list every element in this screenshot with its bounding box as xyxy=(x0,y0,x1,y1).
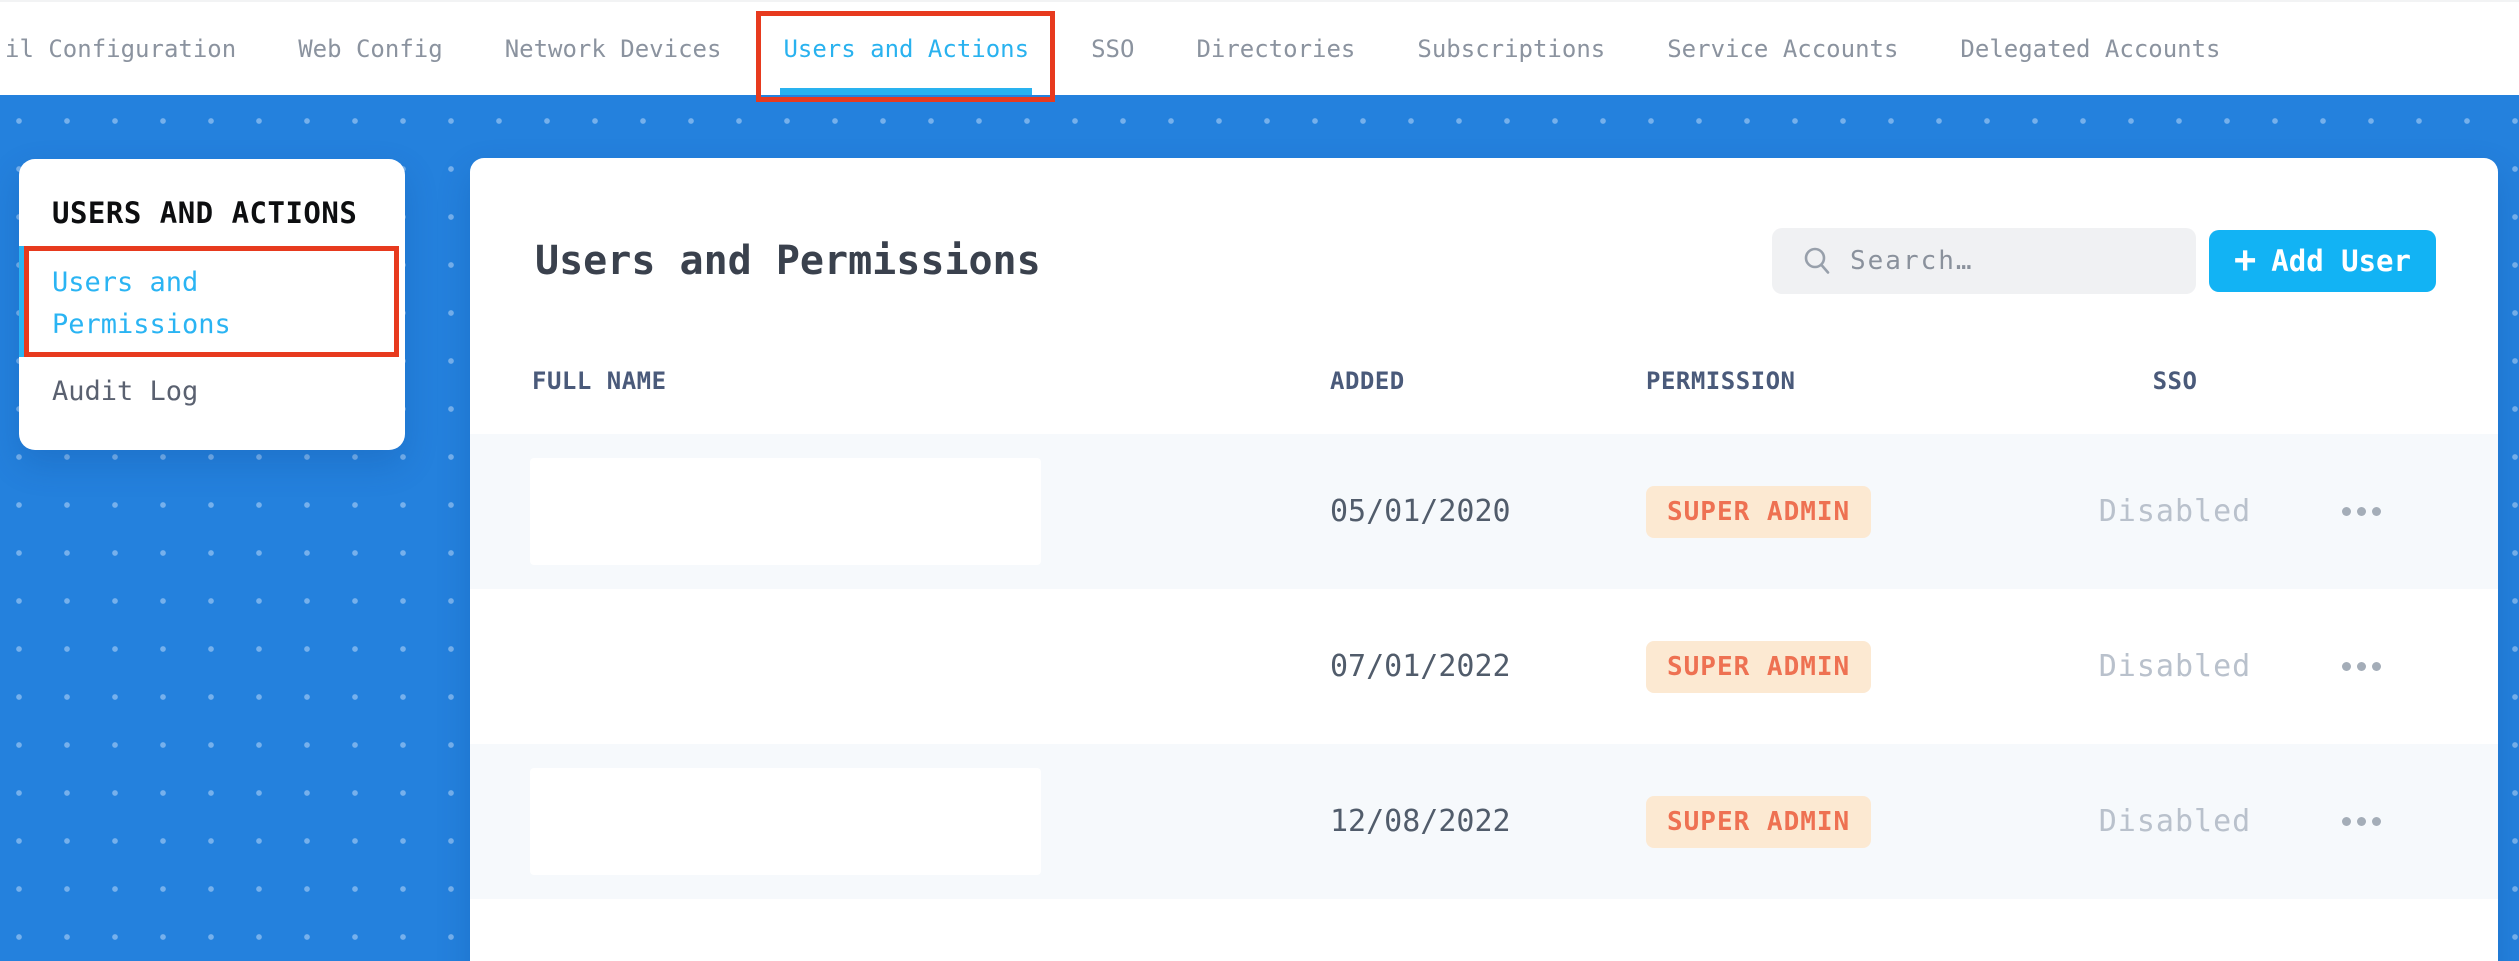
search-input[interactable] xyxy=(1850,246,2170,276)
users-permissions-panel: Users and Permissions + Add User FULL NA… xyxy=(470,158,2498,961)
nav-tab[interactable]: Subscriptions xyxy=(1417,2,1605,95)
redacted-name-box xyxy=(530,613,1041,720)
add-user-button[interactable]: + Add User xyxy=(2209,230,2436,292)
nav-tab[interactable]: Network Devices xyxy=(505,2,722,95)
plus-icon: + xyxy=(2234,237,2257,281)
table-header-row: FULL NAME ADDED PERMISSION SSO xyxy=(470,294,2498,434)
permission-cell: SUPER ADMIN xyxy=(1646,485,2060,538)
full-name-cell xyxy=(530,434,1330,589)
sidebar-card: USERS AND ACTIONS Users and Permissions … xyxy=(19,159,405,450)
sidebar-title: USERS AND ACTIONS xyxy=(52,196,358,230)
sidebar-item-audit-log[interactable]: Audit Log xyxy=(52,376,199,407)
permission-cell: SUPER ADMIN xyxy=(1646,640,2060,693)
column-header-full-name: FULL NAME xyxy=(532,367,667,395)
ellipsis-menu-button[interactable] xyxy=(2332,807,2391,836)
nav-tab[interactable]: Service Accounts xyxy=(1667,2,1898,95)
sso-status: Disabled xyxy=(2098,494,2252,529)
column-header-permission: PERMISSION xyxy=(1646,367,1796,395)
permission-cell: SUPER ADMIN xyxy=(1646,795,2060,848)
nav-tab[interactable]: Web Config xyxy=(298,2,443,95)
active-item-indicator xyxy=(19,246,26,357)
nav-tab-label: Network Devices xyxy=(504,34,722,63)
table-row: 05/01/2020 SUPER ADMIN Disabled xyxy=(470,434,2498,589)
sidebar-item-users-and-permissions[interactable]: Users and Permissions xyxy=(52,267,231,340)
nav-tab-label: SSO xyxy=(1091,34,1135,63)
table-body: 05/01/2020 SUPER ADMIN Disabled 07/01/20… xyxy=(470,434,2498,899)
added-date-cell: 05/01/2020 xyxy=(1330,494,1511,529)
nav-tab-label: Users and Actions xyxy=(783,34,1030,63)
actions-cell xyxy=(2290,807,2433,836)
nav-tab-label: Subscriptions xyxy=(1417,34,1606,63)
added-date-cell: 12/08/2022 xyxy=(1330,804,1511,839)
nav-tab-label: Delegated Accounts xyxy=(1960,34,2221,63)
full-name-cell xyxy=(530,744,1330,899)
ellipsis-menu-button[interactable] xyxy=(2332,497,2391,526)
search-icon xyxy=(1804,247,1830,274)
ellipsis-menu-button[interactable] xyxy=(2332,652,2391,681)
table-row: 07/01/2022 SUPER ADMIN Disabled xyxy=(470,589,2498,744)
column-header-added: ADDED xyxy=(1330,367,1405,395)
nav-tab-label: Directories xyxy=(1196,34,1356,63)
page-title: Users and Permissions xyxy=(535,238,1041,284)
nav-tab-label: Web Config xyxy=(298,34,443,63)
nav-tab-label: il Configuration xyxy=(5,34,237,63)
table-row: 12/08/2022 SUPER ADMIN Disabled xyxy=(470,744,2498,899)
search-box[interactable] xyxy=(1772,228,2196,294)
full-name-cell xyxy=(530,589,1330,744)
permission-badge: SUPER ADMIN xyxy=(1646,640,1872,693)
nav-tab[interactable]: il Configuration xyxy=(5,2,236,95)
active-tab-underline xyxy=(780,88,1033,95)
redacted-name-box xyxy=(530,458,1041,565)
nav-tab[interactable]: SSO xyxy=(1091,2,1134,95)
redacted-name-box xyxy=(530,768,1041,875)
column-header-sso: SSO xyxy=(2152,367,2198,395)
permission-badge: SUPER ADMIN xyxy=(1646,485,1872,538)
nav-tab-label: Service Accounts xyxy=(1667,34,1899,63)
sso-status: Disabled xyxy=(2098,804,2252,839)
added-date-cell: 07/01/2022 xyxy=(1330,649,1511,684)
sso-status: Disabled xyxy=(2098,649,2252,684)
nav-tab[interactable]: Delegated Accounts xyxy=(1960,2,2220,95)
nav-tab[interactable]: Directories xyxy=(1196,2,1355,95)
actions-cell xyxy=(2290,652,2433,681)
permission-badge: SUPER ADMIN xyxy=(1646,795,1872,848)
add-user-label: Add User xyxy=(2271,244,2411,278)
actions-cell xyxy=(2290,497,2433,526)
toolbar: Users and Permissions + Add User xyxy=(535,228,2436,294)
nav-tab[interactable]: Users and Actions xyxy=(756,2,1056,102)
top-nav: il Configuration Web Config Network Devi… xyxy=(0,0,2519,102)
